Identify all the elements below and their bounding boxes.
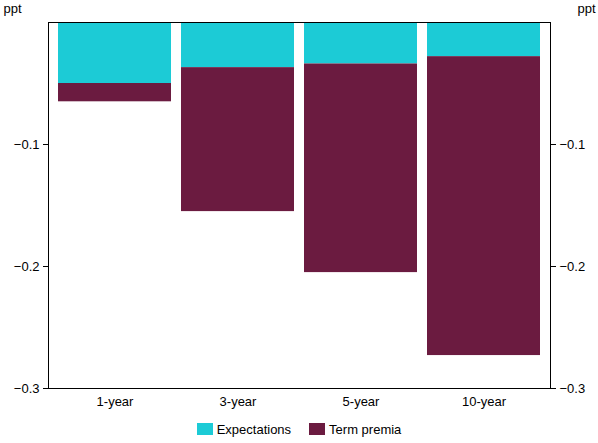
- svg-text:−0.1: −0.1: [560, 137, 586, 152]
- svg-text:−0.3: −0.3: [560, 381, 586, 396]
- svg-text:5-year: 5-year: [343, 394, 381, 409]
- svg-text:3-year: 3-year: [220, 394, 258, 409]
- svg-text:−0.3: −0.3: [14, 381, 40, 396]
- html-text:Term premia: Term premia: [329, 421, 402, 437]
- html-text:Expectations: Expectations: [216, 421, 292, 437]
- svg-text:−0.2: −0.2: [560, 259, 586, 274]
- svg-text:−0.1: −0.1: [14, 137, 40, 152]
- svg-text:10-year: 10-year: [462, 394, 507, 409]
- svg-text:ppt: ppt: [577, 1, 595, 16]
- svg-text:1-year: 1-year: [97, 394, 135, 409]
- svg-text:−0.2: −0.2: [14, 259, 40, 274]
- svg-text:ppt: ppt: [4, 1, 22, 16]
